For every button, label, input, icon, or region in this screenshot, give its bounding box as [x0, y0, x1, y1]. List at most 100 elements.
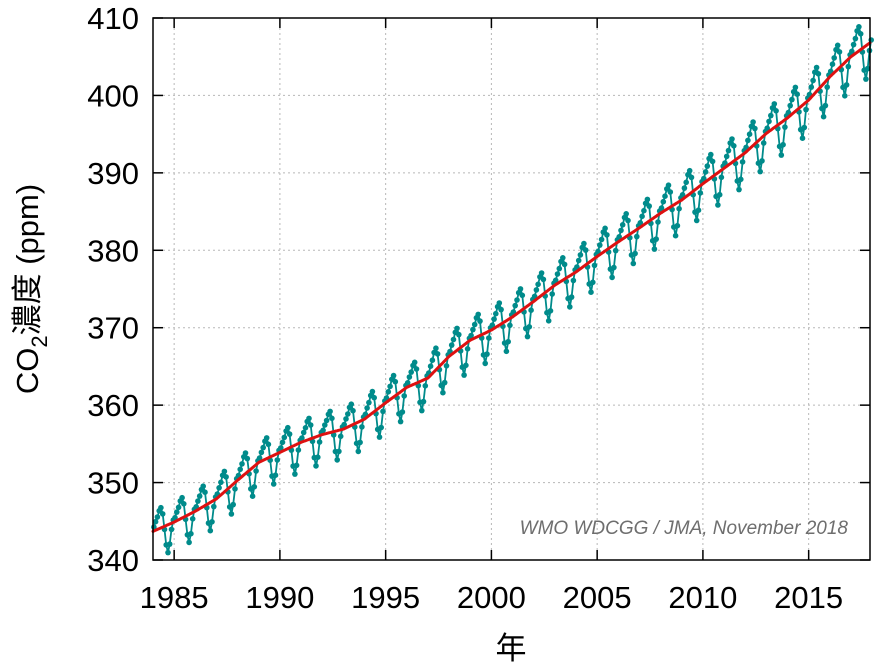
monthly-point	[433, 345, 439, 352]
monthly-point	[722, 160, 728, 166]
x-tick-label: 2015	[774, 580, 843, 615]
monthly-point	[454, 325, 460, 332]
y-tick-label: 370	[87, 311, 139, 346]
monthly-point	[526, 324, 533, 330]
monthly-point	[448, 342, 455, 348]
monthly-point	[299, 435, 305, 441]
monthly-point	[401, 393, 408, 399]
monthly-point	[166, 541, 173, 547]
monthly-point	[181, 501, 187, 507]
monthly-point	[256, 455, 263, 461]
monthly-point	[625, 217, 631, 224]
monthly-point	[154, 514, 161, 520]
monthly-point	[278, 445, 284, 451]
monthly-point	[429, 357, 436, 364]
monthly-point	[505, 338, 512, 345]
monthly-point	[165, 549, 171, 556]
monthly-point	[376, 434, 383, 440]
monthly-point	[582, 247, 589, 253]
monthly-point	[260, 444, 267, 451]
monthly-point	[780, 141, 786, 148]
monthly-point	[540, 276, 547, 283]
monthly-point	[768, 112, 774, 119]
monthly-point	[207, 527, 214, 534]
monthly-point	[674, 222, 681, 229]
monthly-point	[441, 379, 448, 386]
monthly-point	[216, 485, 222, 491]
monthly-point	[850, 41, 857, 48]
monthly-point	[618, 227, 624, 234]
monthly-point	[348, 401, 355, 408]
monthly-point	[475, 311, 482, 318]
monthly-point	[676, 205, 682, 212]
monthly-point	[771, 101, 778, 107]
monthly-point	[752, 125, 758, 132]
monthly-point	[801, 124, 808, 131]
monthly-point	[281, 434, 288, 441]
monthly-point	[528, 307, 534, 314]
monthly-point	[242, 450, 249, 456]
monthly-point	[315, 454, 321, 461]
monthly-point	[683, 179, 689, 186]
monthly-point	[729, 136, 735, 142]
y-axis-title: CO2濃度 (ppm)	[10, 184, 52, 394]
monthly-point	[843, 82, 850, 88]
monthly-point	[549, 291, 555, 297]
monthly-point	[695, 207, 702, 213]
monthly-point	[849, 48, 855, 55]
monthly-point	[158, 504, 164, 511]
monthly-point	[329, 415, 335, 422]
monthly-point	[512, 302, 518, 309]
monthly-point	[343, 416, 349, 422]
monthly-point	[272, 472, 279, 479]
monthly-point	[461, 372, 467, 378]
monthly-point	[168, 526, 175, 533]
monthly-point	[493, 310, 499, 317]
monthly-point	[341, 421, 348, 428]
monthly-point	[665, 182, 672, 188]
annotation-credit: WMO WDCGG / JMA, November 2018	[520, 518, 849, 539]
monthly-point	[794, 91, 800, 97]
monthly-point	[366, 399, 372, 406]
monthly-point	[440, 389, 446, 396]
monthly-point	[427, 363, 434, 370]
monthly-point	[660, 198, 667, 205]
monthly-point	[503, 348, 510, 355]
monthly-point	[489, 322, 496, 329]
monthly-point	[196, 493, 203, 499]
monthly-point	[672, 232, 679, 239]
monthly-point	[623, 211, 629, 217]
monthly-point	[632, 250, 638, 257]
monthly-point	[188, 530, 194, 537]
monthly-point	[701, 175, 707, 182]
monthly-point	[857, 31, 864, 37]
monthly-point	[413, 366, 420, 372]
monthly-point	[709, 158, 716, 165]
monthly-point	[186, 539, 192, 546]
monthly-point	[450, 336, 457, 343]
monthly-point	[471, 321, 478, 328]
y-axis-title-subscript: 2	[27, 335, 52, 347]
monthly-point	[697, 190, 704, 196]
monthly-point	[612, 247, 619, 254]
monthly-point	[792, 84, 799, 91]
monthly-point	[390, 372, 397, 379]
monthly-point	[285, 424, 291, 431]
monthly-point	[787, 102, 793, 109]
monthly-point	[602, 225, 608, 232]
monthly-point	[764, 125, 770, 131]
monthly-point	[244, 455, 251, 462]
monthly-point	[739, 159, 746, 165]
monthly-point	[852, 35, 859, 42]
monthly-point	[300, 429, 307, 436]
monthly-point	[345, 411, 351, 417]
plot-frame	[152, 17, 871, 561]
monthly-point	[634, 233, 640, 240]
monthly-point	[864, 65, 871, 72]
monthly-point	[524, 333, 531, 340]
monthly-point	[789, 96, 795, 103]
monthly-point	[834, 42, 841, 49]
monthly-point	[470, 326, 476, 333]
monthly-point	[655, 219, 661, 225]
